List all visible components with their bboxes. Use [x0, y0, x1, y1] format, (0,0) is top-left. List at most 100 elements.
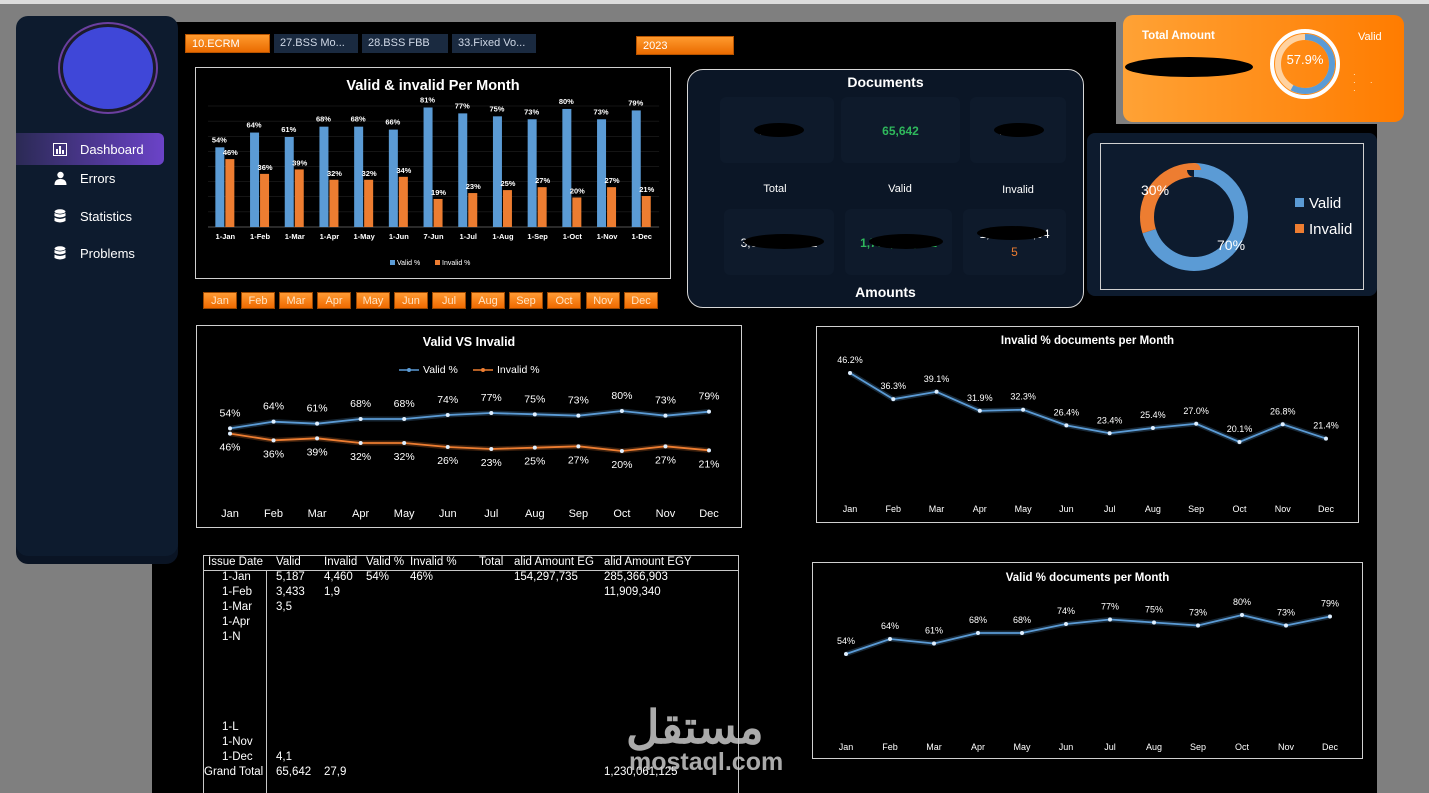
doc-valid-value: 65,642 — [882, 124, 919, 138]
data-label: 20.1% — [1227, 424, 1253, 434]
bar-invalid — [607, 187, 617, 227]
bar-invalid — [225, 159, 235, 227]
donut-slice-invalid — [1140, 163, 1248, 271]
x-tick-label: Mar — [308, 508, 327, 520]
x-tick-label: Oct — [613, 508, 630, 520]
x-tick-label: May — [394, 508, 415, 520]
table-header: Issue Date — [208, 556, 263, 568]
data-label: 68% — [1013, 615, 1031, 625]
data-label-invalid: 23% — [466, 182, 481, 191]
month-button-apr[interactable]: Apr — [317, 292, 351, 309]
x-tick-label: Oct — [1232, 504, 1247, 514]
data-label-valid: 68% — [316, 115, 331, 124]
data-point — [1194, 421, 1199, 426]
sidebar-item-dashboard[interactable]: Dashboard — [16, 133, 164, 165]
valid-label: Valid — [888, 183, 912, 195]
table-cell: 11,909,340 — [604, 586, 661, 598]
table-grand-total-cell: 65,642 — [276, 766, 312, 778]
x-tick-label: 1-Jul — [459, 232, 477, 241]
series-line — [229, 410, 710, 430]
month-button-feb[interactable]: Feb — [241, 292, 275, 309]
x-tick-label: Apr — [352, 508, 369, 520]
amt-total-card: 3,002,216,842 — [724, 209, 834, 275]
data-point — [1150, 425, 1155, 430]
month-button-aug[interactable]: Aug — [471, 292, 505, 309]
data-point — [707, 448, 711, 453]
sidebar-item-problems[interactable]: Problems — [16, 237, 164, 269]
data-label: 27% — [568, 454, 589, 466]
table-cell: 1-Apr — [222, 616, 251, 628]
sidebar-item-statistics[interactable]: Statistics — [16, 200, 164, 232]
data-label-invalid: 34% — [396, 166, 411, 175]
x-tick-label: 1-Nov — [597, 232, 619, 241]
bar-invalid — [260, 173, 270, 227]
bar-valid — [631, 110, 641, 227]
legend-swatch-valid — [1295, 198, 1304, 207]
data-label: 75% — [524, 393, 545, 405]
doc-total-card: 92,583 — [720, 97, 834, 163]
x-tick-label: Sep — [569, 508, 589, 520]
sidebar-item-label: Dashboard — [80, 141, 144, 157]
data-point — [619, 409, 624, 413]
column-divider — [266, 570, 267, 793]
slicer-year-2023[interactable]: 2023 — [636, 36, 734, 55]
month-button-jan[interactable]: Jan — [203, 292, 237, 309]
data-point — [844, 652, 848, 656]
data-label: 74% — [437, 394, 458, 406]
data-point — [1240, 613, 1244, 617]
slicer-type-ecrm[interactable]: 10.ECRM — [185, 34, 270, 53]
bar-invalid — [537, 187, 547, 227]
data-label: 73% — [655, 395, 676, 407]
sidebar-item-label: Problems — [80, 245, 135, 261]
redaction-mark — [754, 123, 804, 137]
x-tick-label: 1-Oct — [563, 232, 583, 241]
bar-valid — [388, 129, 398, 227]
bar-valid — [250, 132, 260, 227]
month-button-jul[interactable]: Jul — [432, 292, 466, 309]
month-button-may[interactable]: May — [356, 292, 390, 309]
total-amount-title: Total Amount — [1142, 30, 1215, 42]
slicer-type-bss-fbb[interactable]: 28.BSS FBB — [362, 34, 448, 53]
invalid-percent-chart: 46.2% 36.3% 39.1% 31.9% 32.3% 26.4% 23.4% 25.4%… — [837, 355, 1339, 514]
amt-invalid-card: 1,231,783,04 5 — [963, 209, 1066, 275]
x-tick-label: Aug — [1145, 504, 1161, 514]
slice-label-valid: 70% — [1217, 237, 1245, 253]
data-label-valid: 66% — [385, 118, 400, 127]
month-button-oct[interactable]: Oct — [547, 292, 581, 309]
legend-label-valid: Valid % — [423, 364, 458, 376]
table-cell: 1-Dec — [222, 751, 253, 763]
slicer-type-fixed-voice[interactable]: 33.Fixed Vo... — [452, 34, 536, 53]
slicer-type-bss-mobile[interactable]: 27.BSS Mo... — [274, 34, 358, 53]
donut-panel: 70% 30% Valid Invalid — [1100, 143, 1364, 290]
data-point — [271, 419, 276, 424]
data-point — [1064, 423, 1069, 428]
month-button-sep[interactable]: Sep — [509, 292, 543, 309]
month-button-dec[interactable]: Dec — [624, 292, 658, 309]
month-button-jun[interactable]: Jun — [394, 292, 428, 309]
data-point — [1196, 623, 1200, 628]
data-point — [489, 447, 494, 451]
data-point — [358, 441, 363, 445]
data-label: 32.3% — [1010, 392, 1036, 402]
bar-chart-icon — [50, 142, 70, 156]
table-cell: 1,9 — [324, 586, 340, 598]
x-tick-label: 1-Mar — [285, 232, 305, 241]
month-button-mar[interactable]: Mar — [279, 292, 313, 309]
x-tick-label: Mar — [926, 742, 942, 752]
month-button-nov[interactable]: Nov — [586, 292, 620, 309]
sidebar: Dashboard Errors Statistics Problems — [16, 16, 178, 556]
data-point — [315, 421, 320, 426]
avatar[interactable] — [60, 24, 156, 112]
x-tick-label: Jun — [1059, 504, 1074, 514]
total-amount-percent: 57.9% — [1286, 52, 1324, 67]
sidebar-item-errors[interactable]: Errors — [16, 162, 164, 194]
data-point — [489, 411, 494, 415]
table-header: Valid — [276, 556, 301, 568]
x-tick-label: Nov — [656, 508, 676, 520]
table-header: Valid % — [366, 556, 405, 568]
data-label: 26.4% — [1054, 407, 1080, 417]
bar-chart-panel: Valid & invalid Per Month 54% 46% 1-Jan 64%… — [195, 67, 671, 279]
x-tick-label: Nov — [1275, 504, 1292, 514]
bar-valid — [597, 119, 607, 227]
redaction-mark — [977, 226, 1047, 240]
